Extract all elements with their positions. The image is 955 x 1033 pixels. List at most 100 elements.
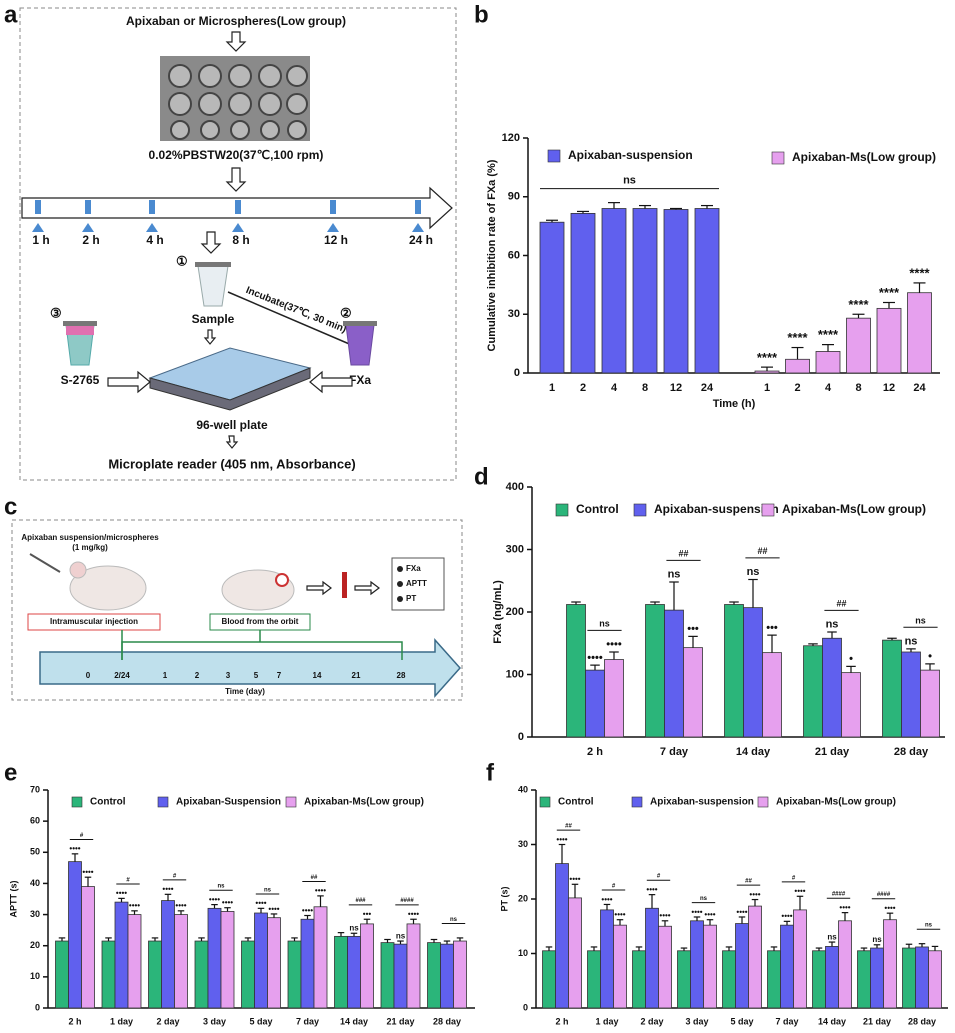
bar bbox=[613, 924, 627, 1009]
bar bbox=[148, 940, 162, 1009]
bar bbox=[393, 943, 408, 1009]
significance-label: • bbox=[849, 653, 853, 665]
bar bbox=[841, 672, 861, 738]
time-pointer bbox=[232, 223, 244, 232]
tube-cap bbox=[343, 321, 377, 326]
y-tick-label: 30 bbox=[508, 308, 520, 320]
legend-swatch bbox=[157, 796, 169, 808]
x-tick-label: 3 day bbox=[685, 1016, 708, 1026]
y-tick-label: 70 bbox=[30, 784, 40, 794]
y-tick-label: 50 bbox=[30, 847, 40, 857]
significance-label: •••• bbox=[556, 835, 567, 844]
x-tick-label: 12 bbox=[883, 382, 895, 394]
connector bbox=[227, 291, 355, 347]
bar bbox=[241, 940, 255, 1009]
bar bbox=[735, 923, 749, 1009]
time-pointer bbox=[412, 223, 424, 232]
bar bbox=[645, 907, 659, 1009]
panel-c: Apixaban suspension/microspheres (1 mg/k… bbox=[11, 519, 463, 701]
significance-label: •••• bbox=[691, 907, 702, 916]
bar bbox=[453, 940, 467, 1009]
significance-label: •••• bbox=[268, 904, 279, 913]
bar bbox=[812, 950, 826, 1009]
bar bbox=[690, 920, 704, 1009]
bullet bbox=[397, 596, 403, 602]
legend-swatch bbox=[631, 796, 643, 808]
bar bbox=[901, 651, 921, 738]
significance-label: ns bbox=[905, 636, 918, 648]
significance-label: **** bbox=[848, 297, 869, 312]
mouse-ear bbox=[69, 561, 87, 579]
y-tick-label: 90 bbox=[508, 191, 520, 203]
bar bbox=[645, 604, 665, 738]
bar bbox=[683, 647, 703, 738]
bar bbox=[604, 659, 624, 738]
photo-grid bbox=[168, 64, 308, 140]
bar bbox=[585, 669, 605, 738]
time-pointer bbox=[146, 223, 158, 232]
time-pointer bbox=[327, 223, 339, 232]
x-tick-label: 2 bbox=[580, 382, 586, 394]
bar bbox=[81, 886, 95, 1009]
bar bbox=[907, 292, 932, 374]
day-label: 3 bbox=[226, 671, 231, 680]
significance-label: •••• bbox=[222, 898, 233, 907]
comparison-label: ### bbox=[355, 898, 366, 904]
y-tick-label: 40 bbox=[30, 878, 40, 888]
bar bbox=[743, 607, 763, 738]
legend-label: Apixaban-Suspension bbox=[176, 797, 281, 808]
step-text: Apixaban suspension/microspheres bbox=[21, 533, 159, 542]
significance-label: •••• bbox=[839, 903, 850, 912]
x-tick-label: 21 day bbox=[863, 1016, 891, 1026]
step-text: 96-well plate bbox=[196, 418, 268, 432]
bar bbox=[114, 901, 129, 1009]
label-box bbox=[27, 613, 161, 631]
assay-label: FXa bbox=[406, 564, 421, 573]
comparison-label: # bbox=[657, 874, 661, 880]
bar bbox=[313, 906, 328, 1009]
y-tick-label: 60 bbox=[30, 816, 40, 826]
bar bbox=[334, 935, 348, 1009]
significance-label: •••• bbox=[69, 844, 80, 853]
step-number: ③ bbox=[50, 305, 62, 320]
day-label: 1 bbox=[163, 671, 168, 680]
significance-label: •••• bbox=[587, 652, 603, 664]
comparison-label: ns bbox=[915, 615, 926, 625]
significance-label: **** bbox=[909, 266, 930, 281]
step-number: ② bbox=[340, 305, 352, 320]
bar bbox=[762, 652, 782, 738]
x-tick-label: 7 day bbox=[775, 1016, 798, 1026]
arrow bbox=[354, 580, 380, 596]
bar bbox=[194, 940, 209, 1009]
tube-fill bbox=[66, 325, 94, 335]
bar bbox=[568, 897, 582, 1009]
panel-label: d bbox=[474, 463, 489, 490]
x-tick-label: 21 day bbox=[386, 1016, 414, 1026]
assay-label: PT bbox=[406, 594, 416, 603]
bar bbox=[600, 909, 614, 1009]
significance-label: •••• bbox=[606, 639, 622, 651]
y-tick-label: 40 bbox=[518, 784, 528, 794]
bar bbox=[347, 935, 361, 1009]
arrow bbox=[309, 370, 353, 394]
day-label: 2 bbox=[195, 671, 200, 680]
x-tick-label: 2 day bbox=[156, 1016, 179, 1026]
step-number: ① bbox=[176, 253, 188, 268]
bar bbox=[570, 212, 596, 374]
y-tick-label: 0 bbox=[523, 1002, 528, 1012]
bar bbox=[632, 950, 646, 1009]
bar bbox=[632, 208, 658, 374]
time-pointer bbox=[82, 223, 94, 232]
y-tick-label: 100 bbox=[506, 668, 524, 680]
time-label: 12 h bbox=[324, 233, 348, 247]
assay-label: APTT bbox=[406, 579, 427, 588]
comparison-label: ns bbox=[217, 884, 225, 890]
bar bbox=[724, 604, 744, 738]
legend-swatch bbox=[633, 503, 647, 517]
y-tick-label: 300 bbox=[506, 543, 524, 555]
time-label: 2 h bbox=[82, 233, 99, 247]
y-tick-label: 20 bbox=[30, 940, 40, 950]
bar bbox=[587, 950, 601, 1009]
